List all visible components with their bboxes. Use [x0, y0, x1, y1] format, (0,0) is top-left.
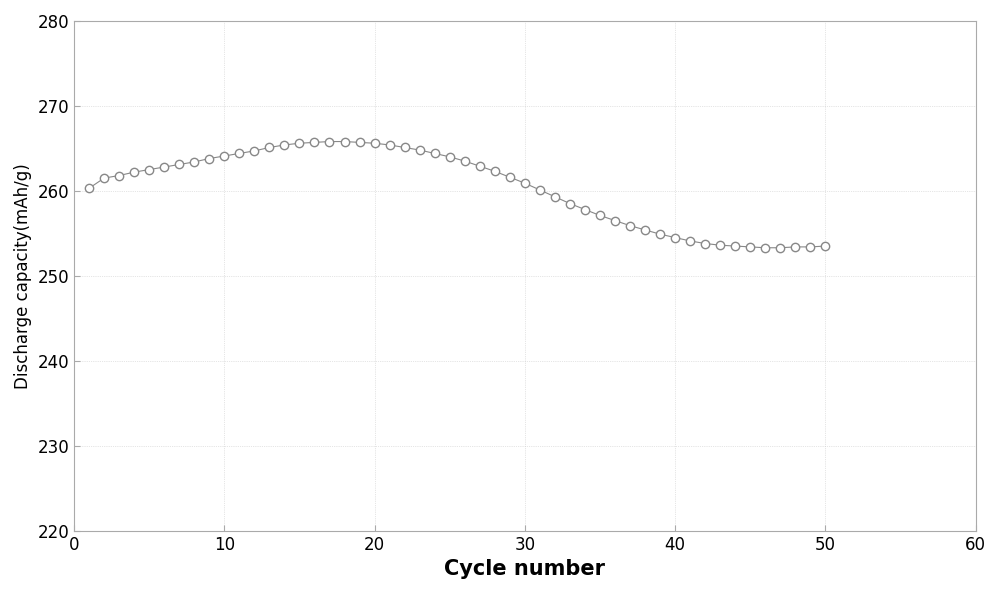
Y-axis label: Discharge capacity(mAh/g): Discharge capacity(mAh/g) [14, 163, 32, 388]
X-axis label: Cycle number: Cycle number [444, 559, 605, 579]
